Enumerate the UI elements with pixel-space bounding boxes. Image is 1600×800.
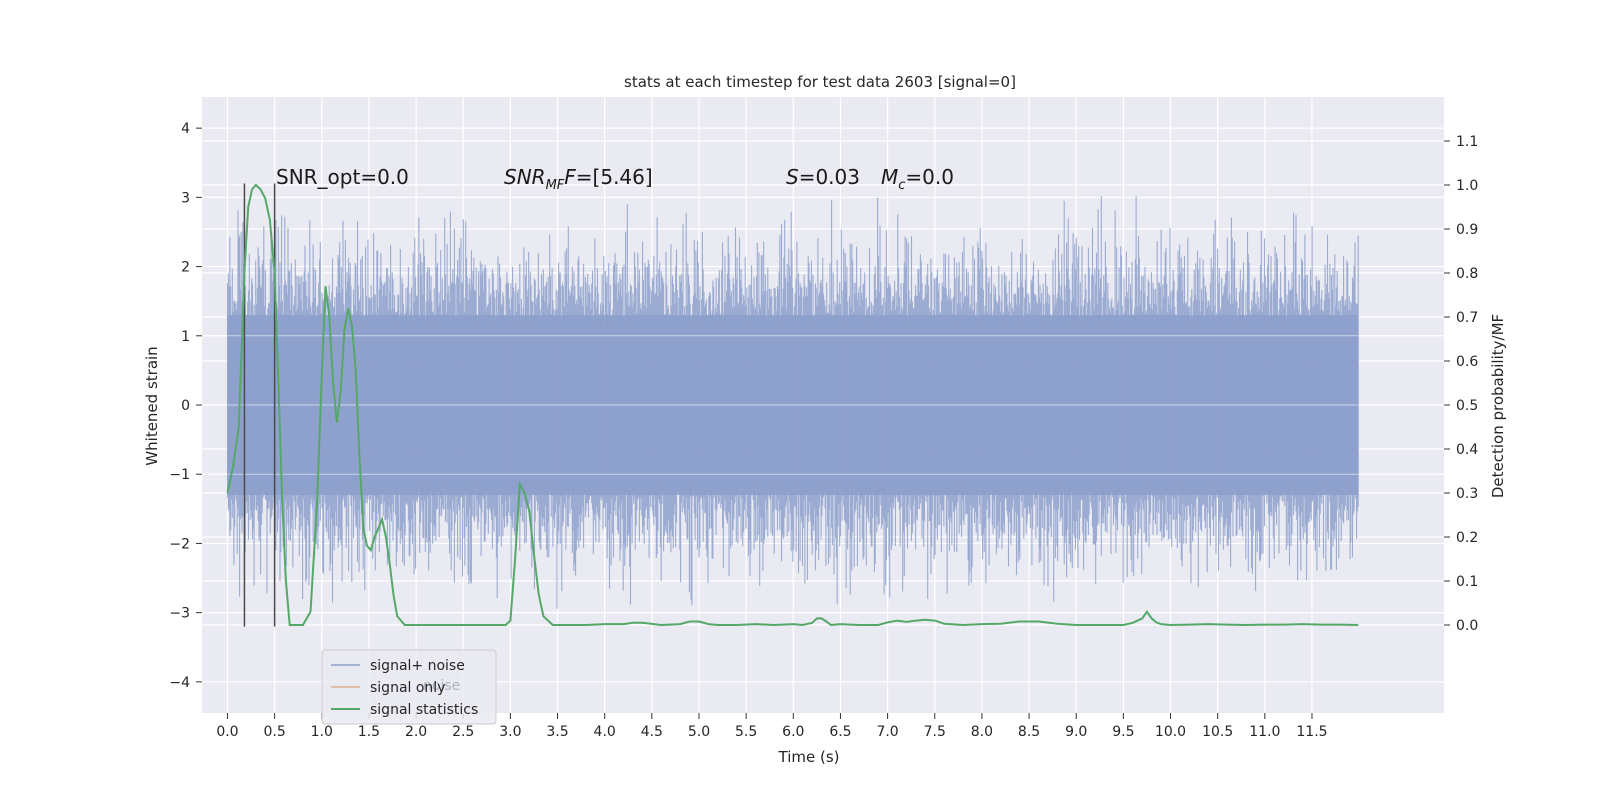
legend-entry-signal: signal only — [370, 680, 445, 696]
annotation-mc: Mc=0.0 — [881, 165, 954, 193]
y-right-tick-label: 0.5 — [1456, 398, 1478, 414]
x-tick-label: 11.0 — [1249, 724, 1280, 740]
y-left-tick-label: 2 — [181, 260, 190, 276]
x-tick-label: 1.0 — [311, 724, 333, 740]
y-right-tick-label: 1.1 — [1456, 134, 1478, 150]
x-axis-label: Time (s) — [778, 748, 840, 766]
x-tick-label: 1.5 — [358, 724, 380, 740]
statistics-series — [226, 183, 1359, 627]
x-tick-label: 0.5 — [263, 724, 285, 740]
annotation-s: S=0.03 — [786, 165, 860, 189]
chart-title: stats at each timestep for test data 260… — [624, 73, 1016, 91]
x-tick-label: 2.0 — [405, 724, 427, 740]
x-tick-label: 7.5 — [924, 724, 946, 740]
noise-series — [226, 196, 1359, 609]
y-left-tick-label: −3 — [169, 606, 190, 622]
x-tick-label: 8.5 — [1018, 724, 1040, 740]
legend-entry-statistics: signal statistics — [370, 702, 478, 718]
x-tick-label: 11.5 — [1296, 724, 1327, 740]
tick-layer: 0.0 0.5 1.0 1.5 2.0 2.5 3.0 3.5 4.0 4.5 5.0 5.5 6.0 6… — [169, 121, 1478, 740]
y-left-tick-label: 3 — [181, 190, 190, 206]
x-tick-label: 6.0 — [782, 724, 804, 740]
x-tick-label: 9.0 — [1065, 724, 1087, 740]
x-tick-label: 10.0 — [1155, 724, 1186, 740]
x-tick-label: 4.0 — [594, 724, 616, 740]
y-right-tick-label: 0.6 — [1456, 354, 1478, 370]
x-tick-label: 10.5 — [1202, 724, 1233, 740]
x-tick-label: 3.0 — [499, 724, 521, 740]
y-right-tick-label: 0.0 — [1456, 618, 1478, 634]
y-right-tick-label: 0.8 — [1456, 266, 1478, 282]
legend-hidden-text: noise — [423, 678, 460, 694]
x-tick-label: 7.0 — [876, 724, 898, 740]
annotation-snr-opt: SNR_opt=0.0 — [276, 165, 409, 189]
x-tick-label: 2.5 — [452, 724, 474, 740]
y-right-tick-label: 1.0 — [1456, 178, 1478, 194]
x-tick-label: 0.0 — [216, 724, 238, 740]
x-tick-label: 5.5 — [735, 724, 757, 740]
legend-entry-noise: signal+ noise — [370, 658, 465, 674]
y-right-tick-label: 0.9 — [1456, 222, 1478, 238]
y-right-tick-label: 0.4 — [1456, 442, 1478, 458]
x-tick-label: 9.5 — [1112, 724, 1134, 740]
y-left-tick-label: −2 — [169, 536, 190, 552]
x-tick-label: 3.5 — [546, 724, 568, 740]
y-right-tick-label: 0.1 — [1456, 574, 1478, 590]
x-tick-label: 6.5 — [829, 724, 851, 740]
y-left-tick-label: −4 — [169, 675, 190, 691]
x-tick-label: 8.0 — [971, 724, 993, 740]
y-right-tick-label: 0.3 — [1456, 486, 1478, 502]
x-tick-label: 4.5 — [641, 724, 663, 740]
y-left-tick-label: 4 — [181, 121, 190, 137]
y-axis-label-left: Whitened strain — [143, 346, 161, 465]
y-right-tick-label: 0.2 — [1456, 530, 1478, 546]
y-axis-label-right: Detection probability/MF — [1489, 314, 1507, 498]
legend: noise signal+ noise signal only signal s… — [321, 649, 497, 725]
legend-box — [321, 649, 497, 725]
y-right-tick-label: 0.7 — [1456, 310, 1478, 326]
x-tick-label: 5.0 — [688, 724, 710, 740]
y-left-tick-label: 1 — [181, 329, 190, 345]
y-left-tick-label: −1 — [169, 467, 190, 483]
statistics-line — [226, 183, 1359, 627]
annotation-snr-mf: SNRMFF=[5.46] — [504, 165, 653, 193]
y-left-tick-label: 0 — [181, 398, 190, 414]
